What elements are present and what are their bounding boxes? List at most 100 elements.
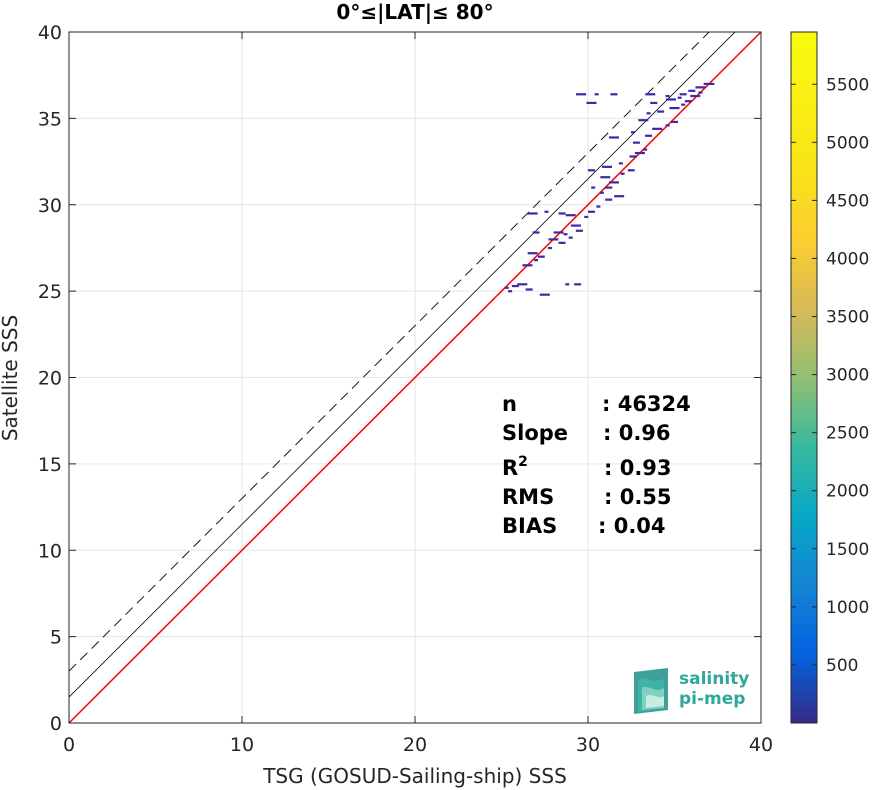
y-tick-label: 35 [38,108,62,130]
density-cell [652,127,663,130]
density-cell [684,100,692,103]
chart-title: 0°≤|LAT|≤ 80° [336,0,493,24]
density-cell [527,252,538,255]
density-cell [599,191,604,194]
density-cell [634,151,645,155]
density-cell [669,107,680,110]
grid [69,32,761,723]
salinity-pimep-logo: salinity pi-mep [634,668,749,714]
stat-value: : 0.96 [603,421,671,445]
density-cell [677,96,682,99]
density-cell [645,134,653,137]
density-cell [532,231,540,234]
density-cell [591,186,596,189]
density-cell [638,119,649,122]
x-tick-label: 10 [230,734,254,756]
stat-key: RMS [502,485,554,509]
colorbar-ticks: 500 1000 1500 2000 2500 3000 3500 4000 4500 5000 5… [791,75,869,676]
density-cell [548,238,559,241]
colorbar-tick-label: 3000 [826,366,869,386]
density-cell [596,205,601,208]
colorbar-tick-label: 5000 [826,133,869,153]
density-cell [707,82,715,86]
density-cell [608,136,619,139]
regression-line [69,32,761,723]
density-cell [522,264,533,267]
stats-annotation: n: 46324 Slope: 0.96 R2: 0.93 RMS: 0.55 BIAS… [502,392,691,538]
density-cell [575,229,583,232]
density-cell [570,224,581,227]
density-cell [665,94,670,98]
y-tick-label: 40 [38,22,62,44]
y-tick-label: 0 [50,713,62,735]
density-cell [574,283,582,286]
colorbar-tick-label: 1500 [826,540,869,560]
density-cell [553,231,564,234]
density-cell [587,210,595,213]
density-cell [666,98,677,101]
density-cell [620,172,625,175]
density-cell [646,112,651,115]
density-cell [608,181,619,184]
colorbar-tick-label: 5500 [826,75,869,95]
density-cell [587,169,595,172]
density-cell [539,293,550,296]
colorbar-tick-label: 500 [826,656,858,676]
density-cell [645,93,656,96]
density-cell [605,186,613,189]
stat-value: : 0.93 [604,456,672,480]
x-tick-label: 20 [403,734,427,756]
density-cell [517,283,528,286]
density-cell [698,91,703,94]
y-tick-label: 5 [50,627,62,649]
density-cell [695,86,706,89]
density-cell [630,131,635,134]
density-cell [627,169,635,172]
stat-value: : 46324 [602,392,691,416]
density-cell [504,286,509,289]
density-cell [576,93,587,96]
x-axis-label: TSG (GOSUD-Sailing-ship) SSS [262,764,567,788]
colorbar-tick-label: 1000 [826,598,869,618]
colorbar-tick-label: 4500 [826,191,869,211]
x-tick-label: 30 [576,734,600,756]
colorbar-tick-label: 3500 [826,308,869,328]
density-cell [527,212,538,215]
stat-key: BIAS [502,514,557,538]
density-cell [605,198,613,201]
logo-line1: salinity [679,669,749,689]
stat-value: : 0.04 [598,514,666,538]
stat-key: Slope [502,421,568,445]
density-cell [565,283,570,286]
density-cell [643,148,648,151]
density-cell [558,241,566,244]
density-cell [537,255,545,258]
density-cell [681,103,686,106]
density-cell [525,288,533,291]
wave-icon [634,668,668,714]
density-cell [558,212,566,215]
colorbar [790,31,818,724]
y-tick-label: 20 [38,368,62,390]
density-cell [632,141,640,144]
density-cell [584,215,589,219]
density-cell [568,236,573,239]
density-cell [688,89,696,92]
density-cell [534,259,539,262]
density-cell [544,210,549,213]
density-cell [610,93,618,96]
upper-dashed-line [69,32,710,672]
y-tick-label: 10 [38,540,62,562]
density-cell [657,110,665,113]
density-cell [703,82,708,86]
y-ticks: 0 5 10 15 20 25 30 35 40 [38,22,761,735]
colorbar-tick-label: 2500 [826,424,869,444]
density-cell [600,176,611,179]
logo-line2: pi-mep [679,689,745,709]
x-tick-label: 40 [749,734,773,756]
y-tick-label: 30 [38,195,62,217]
density-cell [614,195,625,198]
density-cell [679,93,687,96]
y-tick-label: 15 [38,454,62,476]
y-axis-label: Satellite SSS [0,315,22,441]
